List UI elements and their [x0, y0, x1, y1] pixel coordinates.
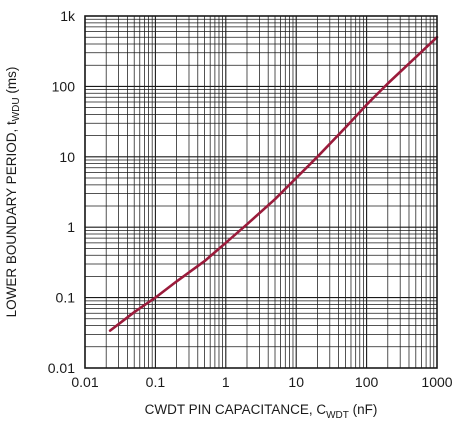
- x-tick-label: 100: [355, 374, 379, 390]
- x-tick-label: 10: [288, 374, 304, 390]
- y-tick-label: 0.1: [56, 290, 76, 306]
- x-tick-label: 0.01: [71, 374, 98, 390]
- series-layer: [108, 35, 439, 332]
- series-line: [108, 35, 439, 332]
- x-axis-label: CWDT PIN CAPACITANCE, CWDT (nF): [145, 402, 378, 421]
- x-tick-label: 1: [222, 374, 230, 390]
- x-axis-label-sub: WDT: [326, 410, 349, 421]
- tick-labels: 0.01 0.1 1 10 100 1000 0.01 0.1 1 10 100 1k: [48, 8, 453, 390]
- y-tick-label: 1: [67, 219, 75, 235]
- x-axis-label-unit: (nF): [349, 402, 378, 417]
- y-tick-label: 0.01: [48, 360, 75, 376]
- x-tick-label: 0.1: [146, 374, 166, 390]
- x-axis-label-main: CWDT PIN CAPACITANCE, C: [145, 402, 327, 417]
- y-axis-label-main: LOWER BOUNDARY PERIOD, t: [4, 121, 19, 317]
- x-tick-label: 1000: [421, 374, 452, 390]
- y-axis-label: LOWER BOUNDARY PERIOD, tWDU (ms): [4, 67, 22, 318]
- y-tick-label: 1k: [60, 8, 76, 24]
- y-tick-label: 100: [52, 78, 76, 94]
- y-tick-label: 10: [59, 149, 75, 165]
- y-axis-label-unit: (ms): [4, 67, 19, 98]
- plot-frame: [84, 15, 438, 369]
- y-axis-label-sub: WDU: [11, 97, 22, 121]
- grid: [84, 16, 437, 369]
